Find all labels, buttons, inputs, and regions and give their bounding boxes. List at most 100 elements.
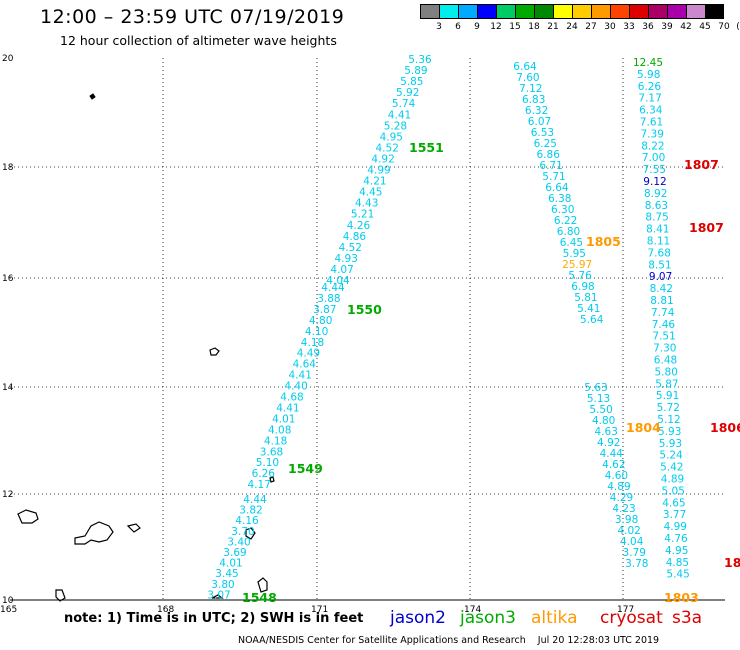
island-outline bbox=[211, 594, 224, 599]
wave-height-value: 6.25 bbox=[534, 138, 557, 150]
wave-height-value: 5.92 bbox=[396, 87, 419, 99]
wave-height-value: 3.69 bbox=[223, 547, 246, 559]
pass-labels: 1551 1550 1549 1548 1805 1804 1803 1807 1807 1806… bbox=[242, 140, 740, 605]
wave-height-value: 4.89 bbox=[661, 474, 684, 486]
wave-height-value: 4.62 bbox=[602, 459, 625, 471]
scale-swatch bbox=[420, 4, 439, 19]
pass-number-label: 1803 bbox=[664, 590, 699, 605]
scale-label: 18 bbox=[528, 22, 540, 32]
wave-height-value: 5.05 bbox=[662, 485, 685, 497]
wave-height-value: 3.07 bbox=[207, 589, 230, 601]
scale-label: (ft) bbox=[736, 22, 740, 32]
wave-height-value: 3.88 bbox=[317, 293, 340, 305]
scale-label: 9 bbox=[474, 22, 480, 32]
scale-label: 42 bbox=[680, 22, 692, 32]
scale-swatch bbox=[667, 4, 686, 19]
scale-swatch bbox=[515, 4, 534, 19]
island-outline bbox=[257, 577, 268, 593]
wave-height-value: 4.44 bbox=[321, 282, 345, 294]
wave-height-value: 6.64 bbox=[545, 182, 569, 194]
footer-credit: NOAA/NESDIS Center for Satellite Applica… bbox=[238, 635, 660, 646]
pass-number-label: 1804 bbox=[626, 420, 661, 435]
x-tick-label: 171 bbox=[311, 605, 328, 615]
wave-height-value: 7.12 bbox=[519, 83, 542, 95]
wave-height-value: 4.16 bbox=[235, 515, 259, 527]
island-outline bbox=[55, 589, 66, 602]
wave-height-value: 6.86 bbox=[537, 149, 561, 161]
wave-height-value: 6.07 bbox=[528, 116, 551, 128]
wave-height-value: 7.51 bbox=[652, 331, 675, 343]
wave-height-value: 5.21 bbox=[351, 209, 374, 221]
wave-height-value: 6.64 bbox=[513, 61, 537, 73]
wave-height-value: 4.23 bbox=[612, 503, 635, 515]
wave-height-value: 7.00 bbox=[642, 152, 665, 164]
wave-height-value: 4.44 bbox=[600, 448, 624, 460]
wave-height-value: 4.01 bbox=[272, 413, 295, 425]
wave-height-value: 4.80 bbox=[592, 415, 615, 427]
wave-height-value: 4.41 bbox=[388, 109, 411, 121]
scale-label: 3 bbox=[436, 22, 442, 32]
wave-height-value: 3.78 bbox=[625, 558, 648, 570]
pass-number-label: 1807 bbox=[689, 220, 724, 235]
wave-height-value: 6.53 bbox=[531, 127, 554, 139]
wave-height-value: 6.26 bbox=[638, 81, 662, 93]
wave-height-value: 5.85 bbox=[400, 76, 423, 88]
wave-height-value: 4.49 bbox=[297, 348, 320, 360]
scale-label: 21 bbox=[547, 22, 559, 32]
wave-height-value: 8.75 bbox=[645, 212, 668, 224]
scale-label: 70 bbox=[718, 22, 730, 32]
wave-height-value: 7.30 bbox=[653, 343, 676, 355]
color-scale-bar bbox=[420, 4, 724, 19]
pass-number-label: 18 bbox=[724, 555, 740, 570]
wave-height-value: 12.45 bbox=[633, 57, 663, 69]
wave-height-value: 5.41 bbox=[577, 303, 600, 315]
scale-label: 33 bbox=[623, 22, 635, 32]
wave-height-value: 4.29 bbox=[610, 492, 633, 504]
wave-height-value: 5.45 bbox=[666, 569, 689, 581]
wave-height-value: 3.70 bbox=[231, 526, 254, 538]
wave-height-value: 5.12 bbox=[657, 414, 680, 426]
pass-number-label: 1805 bbox=[586, 234, 621, 249]
wave-height-value: 3.45 bbox=[215, 568, 238, 580]
wave-height-value: 5.93 bbox=[659, 438, 682, 450]
wave-height-value: 5.64 bbox=[580, 314, 604, 326]
wave-height-value: 5.81 bbox=[574, 292, 597, 304]
wave-height-value: 4.18 bbox=[301, 337, 324, 349]
wave-height-value: 4.07 bbox=[330, 264, 353, 276]
island-outline bbox=[17, 509, 39, 524]
pass-number-label: 1548 bbox=[242, 590, 277, 605]
wave-height-value: 4.64 bbox=[293, 359, 317, 371]
wave-height-value: 8.22 bbox=[641, 140, 664, 152]
wave-height-value: 5.98 bbox=[637, 69, 660, 81]
scale-swatch bbox=[534, 4, 553, 19]
wave-height-value: 7.46 bbox=[652, 319, 676, 331]
x-tick-label: 165 bbox=[0, 605, 17, 615]
wave-height-value: 4.86 bbox=[343, 231, 367, 243]
pass-number-label: 1549 bbox=[288, 461, 323, 476]
wave-height-value: 4.80 bbox=[309, 315, 332, 327]
wave-height-value: 5.95 bbox=[563, 248, 586, 260]
scale-swatch bbox=[648, 4, 667, 19]
wave-height-value: 6.83 bbox=[522, 94, 545, 106]
wave-height-value: 3.82 bbox=[239, 505, 262, 517]
y-tick-label: 20 bbox=[2, 54, 14, 64]
wave-height-value: 3.80 bbox=[211, 579, 234, 591]
wave-height-value: 8.42 bbox=[650, 283, 673, 295]
scale-swatch bbox=[553, 4, 572, 19]
wave-height-value: 4.18 bbox=[264, 435, 287, 447]
wave-height-value: 5.71 bbox=[542, 171, 565, 183]
wave-height-value: 4.01 bbox=[219, 558, 242, 570]
wave-height-value: 4.52 bbox=[339, 242, 362, 254]
scale-swatch bbox=[705, 4, 724, 19]
wave-height-value: 3.77 bbox=[663, 509, 686, 521]
x-tick-label: 177 bbox=[617, 605, 634, 615]
wave-height-value: 6.48 bbox=[654, 355, 677, 367]
wave-height-value: 5.28 bbox=[384, 120, 407, 132]
wave-height-value: 5.74 bbox=[392, 98, 416, 110]
scale-label: 36 bbox=[642, 22, 654, 32]
wave-height-value: 4.68 bbox=[280, 392, 303, 404]
wave-height-value: 5.72 bbox=[657, 402, 680, 414]
island-outline bbox=[126, 523, 141, 533]
